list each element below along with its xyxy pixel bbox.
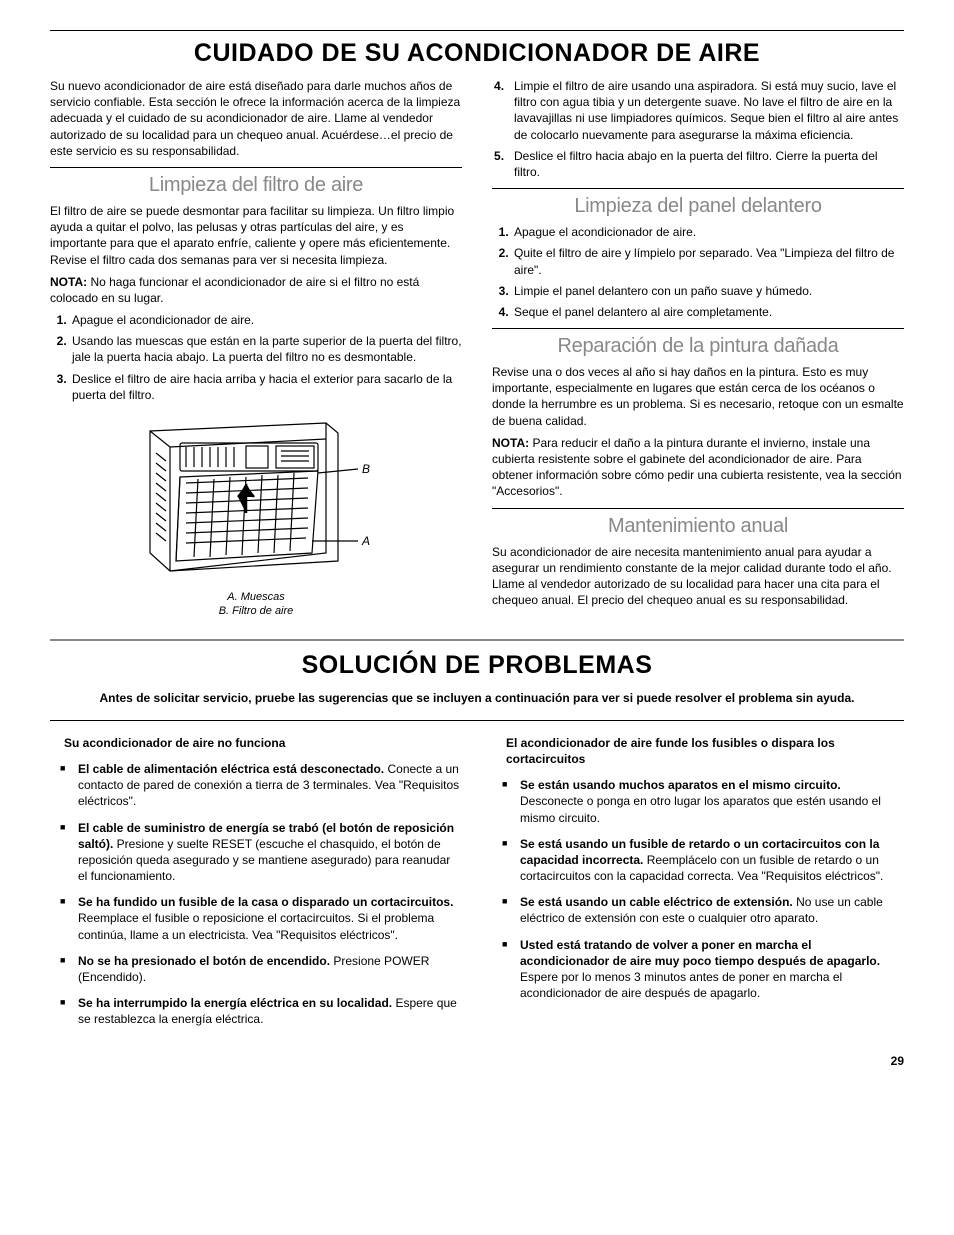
ts-item: Usted está tratando de volver a poner en… [506, 937, 904, 1002]
bold: Usted está tratando de volver a poner en… [520, 938, 880, 968]
step-5: Deslice el filtro hacia abajo en la puer… [512, 148, 904, 180]
divider [492, 188, 904, 189]
paint-p1: Revise una o dos veces al año si hay dañ… [492, 364, 904, 429]
ts-left-column: Su acondicionador de aire no funciona El… [50, 729, 462, 1038]
annual-p1: Su acondicionador de aire necesita mante… [492, 544, 904, 609]
text: Espere por lo menos 3 minutos antes de p… [520, 970, 842, 1000]
step-1: Apague el acondicionador de aire. [70, 312, 462, 328]
ts-item: El cable de suministro de energía se tra… [64, 820, 462, 885]
ts-left-list: El cable de alimentación eléctrica está … [50, 761, 462, 1028]
divider [492, 508, 904, 509]
panel-heading: Limpieza del panel delantero [492, 195, 904, 218]
bold: Se está usando un cable eléctrico de ext… [520, 895, 793, 909]
ts-item: El cable de alimentación eléctrica está … [64, 761, 462, 810]
step-2: Usando las muescas que están en la parte… [70, 333, 462, 365]
bold: No se ha presionado el botón de encendid… [78, 954, 330, 968]
panel-step-1: Apague el acondicionador de aire. [512, 224, 904, 240]
annual-heading: Mantenimiento anual [492, 515, 904, 538]
panel-step-4: Seque el panel delantero al aire complet… [512, 304, 904, 320]
ts-item: Se ha interrumpido la energía eléctrica … [64, 995, 462, 1027]
panel-step-2: Quite el filtro de aire y límpielo por s… [512, 245, 904, 277]
panel-steps: Apague el acondicionador de aire. Quite … [492, 224, 904, 320]
step-3: Deslice el filtro de aire hacia arriba y… [70, 371, 462, 403]
panel-step-3: Limpie el panel delantero con un paño su… [512, 283, 904, 299]
page-number: 29 [50, 1054, 904, 1068]
bold: Se están usando muchos aparatos en el mi… [520, 778, 841, 792]
filter-figure: B A A. Muescas B. Filtro de aire [50, 413, 462, 619]
bold: Se ha interrumpido la energía eléctrica … [78, 996, 392, 1010]
legend-a: A. Muescas [227, 591, 284, 603]
legend-b: B. Filtro de aire [219, 605, 294, 617]
label-b: B [362, 462, 370, 476]
filter-steps-1-3: Apague el acondicionador de aire. Usando… [50, 312, 462, 403]
label-a: A [361, 534, 370, 548]
text: Presione y suelte RESET (escuche el chas… [78, 837, 450, 883]
divider [50, 720, 904, 721]
nota-text: No haga funcionar el acondicionador de a… [50, 275, 419, 305]
bold: El cable de alimentación eléctrica está … [78, 762, 384, 776]
top-rule [50, 30, 904, 31]
nota-label: NOTA: [492, 436, 529, 450]
left-column: Su nuevo acondicionador de aire está dis… [50, 78, 462, 625]
bold: Se ha fundido un fusible de la casa o di… [78, 895, 453, 909]
ts-left-heading: Su acondicionador de aire no funciona [64, 735, 462, 751]
text: Desconecte o ponga en otro lugar los apa… [520, 794, 881, 824]
ts-right-column: El acondicionador de aire funde los fusi… [492, 729, 904, 1038]
ts-right-list: Se están usando muchos aparatos en el mi… [492, 777, 904, 1001]
nota-text: Para reducir el daño a la pintura durant… [492, 436, 902, 499]
ac-unit-illustration: B A [126, 413, 386, 583]
section-title-troubleshoot: SOLUCIÓN DE PROBLEMAS [50, 651, 904, 680]
text: Reemplace el fusible o reposicione el co… [78, 911, 434, 941]
intro-paragraph: Su nuevo acondicionador de aire está dis… [50, 78, 462, 159]
care-columns: Su nuevo acondicionador de aire está dis… [50, 78, 904, 625]
filter-steps-4-5: Limpie el filtro de aire usando una aspi… [492, 78, 904, 180]
ts-item: Se está usando un cable eléctrico de ext… [506, 894, 904, 926]
ts-right-heading: El acondicionador de aire funde los fusi… [506, 735, 904, 767]
ts-item: Se está usando un fusible de retardo o u… [506, 836, 904, 885]
divider [50, 167, 462, 168]
ts-intro: Antes de solicitar servicio, pruebe las … [90, 690, 864, 706]
right-column: Limpie el filtro de aire usando una aspi… [492, 78, 904, 625]
filter-p1: El filtro de aire se puede desmontar par… [50, 203, 462, 268]
troubleshoot-columns: Su acondicionador de aire no funciona El… [50, 729, 904, 1038]
filter-nota: NOTA: No haga funcionar el acondicionado… [50, 274, 462, 306]
nota-label: NOTA: [50, 275, 87, 289]
filter-heading: Limpieza del filtro de aire [50, 174, 462, 197]
figure-legend: A. Muescas B. Filtro de aire [50, 590, 462, 619]
step-4: Limpie el filtro de aire usando una aspi… [512, 78, 904, 143]
section-title-care: CUIDADO DE SU ACONDICIONADOR DE AIRE [50, 39, 904, 68]
paint-nota: NOTA: Para reducir el daño a la pintura … [492, 435, 904, 500]
ts-item: Se están usando muchos aparatos en el mi… [506, 777, 904, 826]
section-divider [50, 639, 904, 641]
ts-item: No se ha presionado el botón de encendid… [64, 953, 462, 985]
divider [492, 328, 904, 329]
paint-heading: Reparación de la pintura dañada [492, 335, 904, 358]
ts-item: Se ha fundido un fusible de la casa o di… [64, 894, 462, 943]
